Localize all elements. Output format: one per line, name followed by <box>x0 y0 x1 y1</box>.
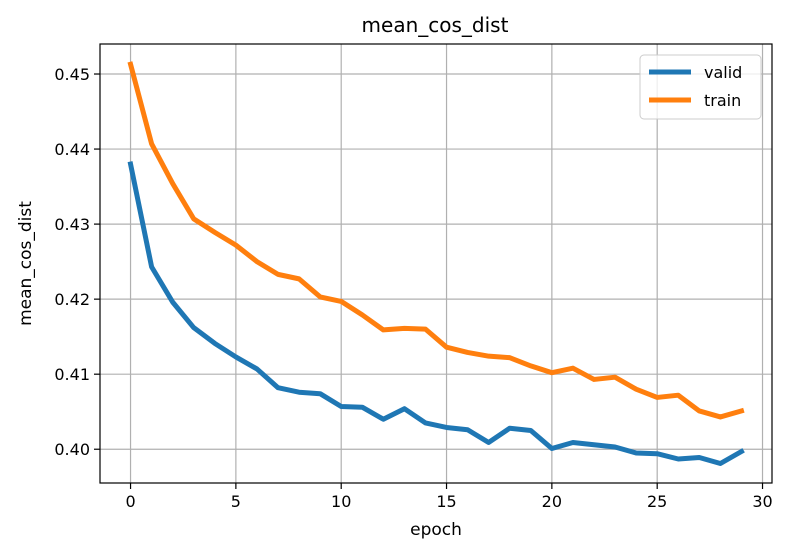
x-tick-label: 0 <box>125 492 135 511</box>
legend-box <box>639 54 762 120</box>
plot-frame <box>99 43 773 484</box>
grid-lines <box>100 44 772 483</box>
x-axis-label: epoch <box>410 520 462 540</box>
y-tick-label: 0.43 <box>54 215 90 234</box>
x-tick-label: 10 <box>331 492 351 511</box>
x-tick-label: 5 <box>231 492 241 511</box>
y-tick-label: 0.42 <box>54 290 90 309</box>
legend-label-valid: valid <box>704 63 742 82</box>
x-tick-label: 15 <box>436 492 456 511</box>
x-tick-label: 25 <box>647 492 667 511</box>
series-line-valid <box>127 161 745 466</box>
legend-label-train: train <box>704 91 741 110</box>
y-tick-label: 0.40 <box>54 440 90 459</box>
y-axis-label: mean_cos_dist <box>16 201 36 326</box>
axis-ticks: 0 5 10 15 20 25 30 0.40 0.41 0.42 0.43 0.44 0.45 <box>54 65 772 511</box>
series-line-train <box>127 61 745 420</box>
legend: valid train <box>639 54 762 120</box>
x-tick-label: 30 <box>752 492 772 511</box>
y-tick-label: 0.44 <box>54 140 90 159</box>
series-lines <box>127 61 745 466</box>
x-tick-label: 20 <box>542 492 562 511</box>
y-tick-label: 0.41 <box>54 365 90 384</box>
chart-title: mean_cos_dist <box>362 13 509 37</box>
y-tick-label: 0.45 <box>54 65 90 84</box>
